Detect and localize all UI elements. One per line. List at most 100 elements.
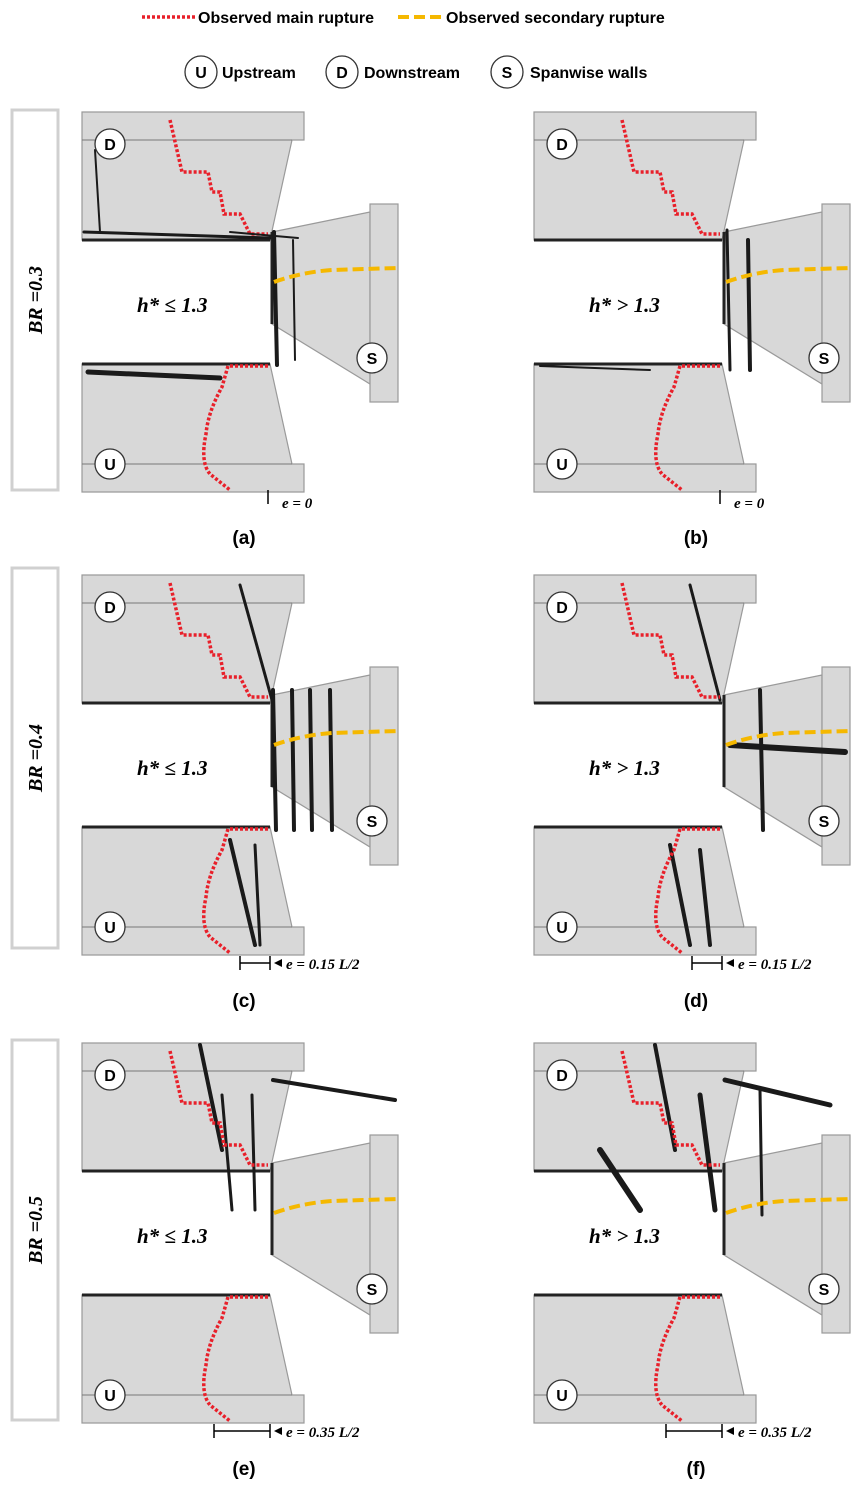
e-label: e = 0 (734, 496, 765, 512)
legend-upstream-symbol (184, 55, 218, 89)
upstream-symbol-letter: U (104, 920, 116, 937)
upstream-symbol-letter: U (104, 1388, 116, 1405)
main-rupture-downstream (168, 119, 268, 236)
spanwise-symbol (356, 342, 388, 374)
observed-crack (725, 228, 732, 372)
observed-crack (85, 369, 223, 381)
main-rupture-downstream (168, 1050, 268, 1167)
observed-crack (272, 230, 279, 367)
observed-crack (758, 688, 765, 832)
downstream-symbol-letter: D (104, 137, 116, 154)
main-rupture-downstream (620, 1050, 720, 1167)
row-label-box (10, 108, 60, 492)
main-rupture-upstream (654, 827, 720, 955)
e-label: e = 0.35 L/2 (286, 1425, 360, 1441)
observed-crack (746, 238, 752, 372)
observed-crack (292, 239, 296, 361)
legend-spanwise-symbol (490, 55, 524, 89)
e-marker-arrow (274, 959, 282, 967)
panel-d: D U Sh* > 1.3 e = 0.15 L/2 (d) (533, 574, 851, 1012)
legend-upstream-label: Upstream (222, 65, 296, 82)
observed-crack (82, 230, 272, 240)
upstream-symbol (94, 448, 126, 480)
panel-f: D U Sh* > 1.3 e = 0.35 L/2 (f) (533, 1042, 851, 1480)
downstream-symbol (94, 1059, 126, 1091)
downstream-symbol (546, 1059, 578, 1091)
panel-caption: (d) (684, 991, 708, 1012)
panel-caption: (c) (232, 991, 255, 1012)
upstream-symbol (546, 448, 578, 480)
spanwise-wall-body (723, 1142, 823, 1317)
row-label-br: BR =0.3 (25, 266, 47, 335)
observed-crack (758, 1088, 764, 1217)
spanwise-symbol (808, 342, 840, 374)
upstream-symbol (94, 1379, 126, 1411)
h-star-label: h* ≤ 1.3 (137, 1224, 207, 1248)
observed-crack (597, 1147, 643, 1213)
main-rupture-upstream (654, 364, 720, 492)
upstream-symbol (546, 911, 578, 943)
upstream-symbol (94, 911, 126, 943)
panel-caption: (a) (232, 528, 255, 549)
downstream-symbol-letter: D (104, 600, 116, 617)
observed-crack (198, 1043, 224, 1152)
downstream-symbol-letter: D (104, 1068, 116, 1085)
observed-crack (698, 848, 712, 947)
downstream-symbol-letter: D (556, 137, 568, 154)
secondary-rupture-spanwise (725, 1197, 851, 1215)
panel-a: D U Sh* ≤ 1.3 e = 0 (a) (81, 111, 399, 549)
upstream-symbol-letter: U (556, 920, 568, 937)
spanwise-symbol (808, 1273, 840, 1305)
main-rupture-upstream (202, 364, 268, 492)
main-rupture-downstream (168, 582, 268, 699)
panel-c: D U Sh* ≤ 1.3 e = 0.15 L/2 (c) (81, 574, 399, 1012)
downstream-symbol (546, 591, 578, 623)
observed-crack (668, 843, 692, 947)
legend-downstream-letter: D (336, 65, 348, 82)
row-label-br: BR =0.4 (25, 724, 47, 793)
legend-spanwise-letter: S (502, 65, 513, 82)
spanwise-symbol-letter: S (819, 1282, 830, 1299)
observed-crack (238, 583, 274, 702)
secondary-rupture-spanwise (273, 1197, 399, 1215)
upstream-symbol-letter: U (556, 457, 568, 474)
secondary-rupture-spanwise (273, 729, 399, 747)
spanwise-symbol (356, 805, 388, 837)
spanwise-symbol-letter: S (367, 814, 378, 831)
row-labels: BR =0.3 BR =0.4 BR =0.5 (10, 108, 60, 1422)
h-star-label: h* > 1.3 (589, 1224, 660, 1248)
legend: Observed main rupture Observed secondary… (142, 10, 665, 89)
upstream-symbol-letter: U (104, 457, 116, 474)
panels: D U Sh* ≤ 1.3 e = 0 (a) D U Sh* > 1.3 e = 0 (b) D U… (81, 111, 851, 1480)
observed-crack (290, 688, 296, 832)
observed-crack (539, 365, 651, 371)
panel-caption: (f) (687, 1459, 706, 1480)
main-rupture-downstream (620, 582, 720, 699)
spanwise-wall-body (723, 211, 823, 386)
legend-downstream-symbol (325, 55, 359, 89)
observed-crack (228, 838, 257, 947)
spanwise-symbol-letter: S (819, 351, 830, 368)
observed-crack (271, 688, 278, 832)
secondary-rupture-spanwise (273, 266, 399, 284)
observed-crack (688, 583, 722, 702)
observed-crack (229, 231, 299, 239)
spanwise-wall-plate (369, 1134, 399, 1334)
legend-main-rupture-label: Observed main rupture (198, 10, 374, 27)
panel-e: D U Sh* ≤ 1.3 e = 0.35 L/2 (e) (81, 1042, 399, 1480)
observed-crack (308, 688, 314, 832)
secondary-rupture-spanwise (725, 266, 851, 284)
observed-crack (722, 1077, 833, 1108)
observed-crack (220, 1093, 234, 1212)
main-rupture-upstream (654, 1295, 720, 1423)
spanwise-symbol (808, 805, 840, 837)
e-marker-arrow (274, 1427, 282, 1435)
legend-downstream-label: Downstream (364, 65, 460, 82)
panel-b: D U Sh* > 1.3 e = 0 (b) (229, 111, 851, 549)
spanwise-wall-body (271, 1142, 371, 1317)
row-label-box (10, 566, 60, 950)
spanwise-symbol-letter: S (367, 1282, 378, 1299)
e-label: e = 0.15 L/2 (286, 957, 360, 973)
observed-crack (328, 688, 334, 832)
observed-crack (250, 1093, 257, 1212)
